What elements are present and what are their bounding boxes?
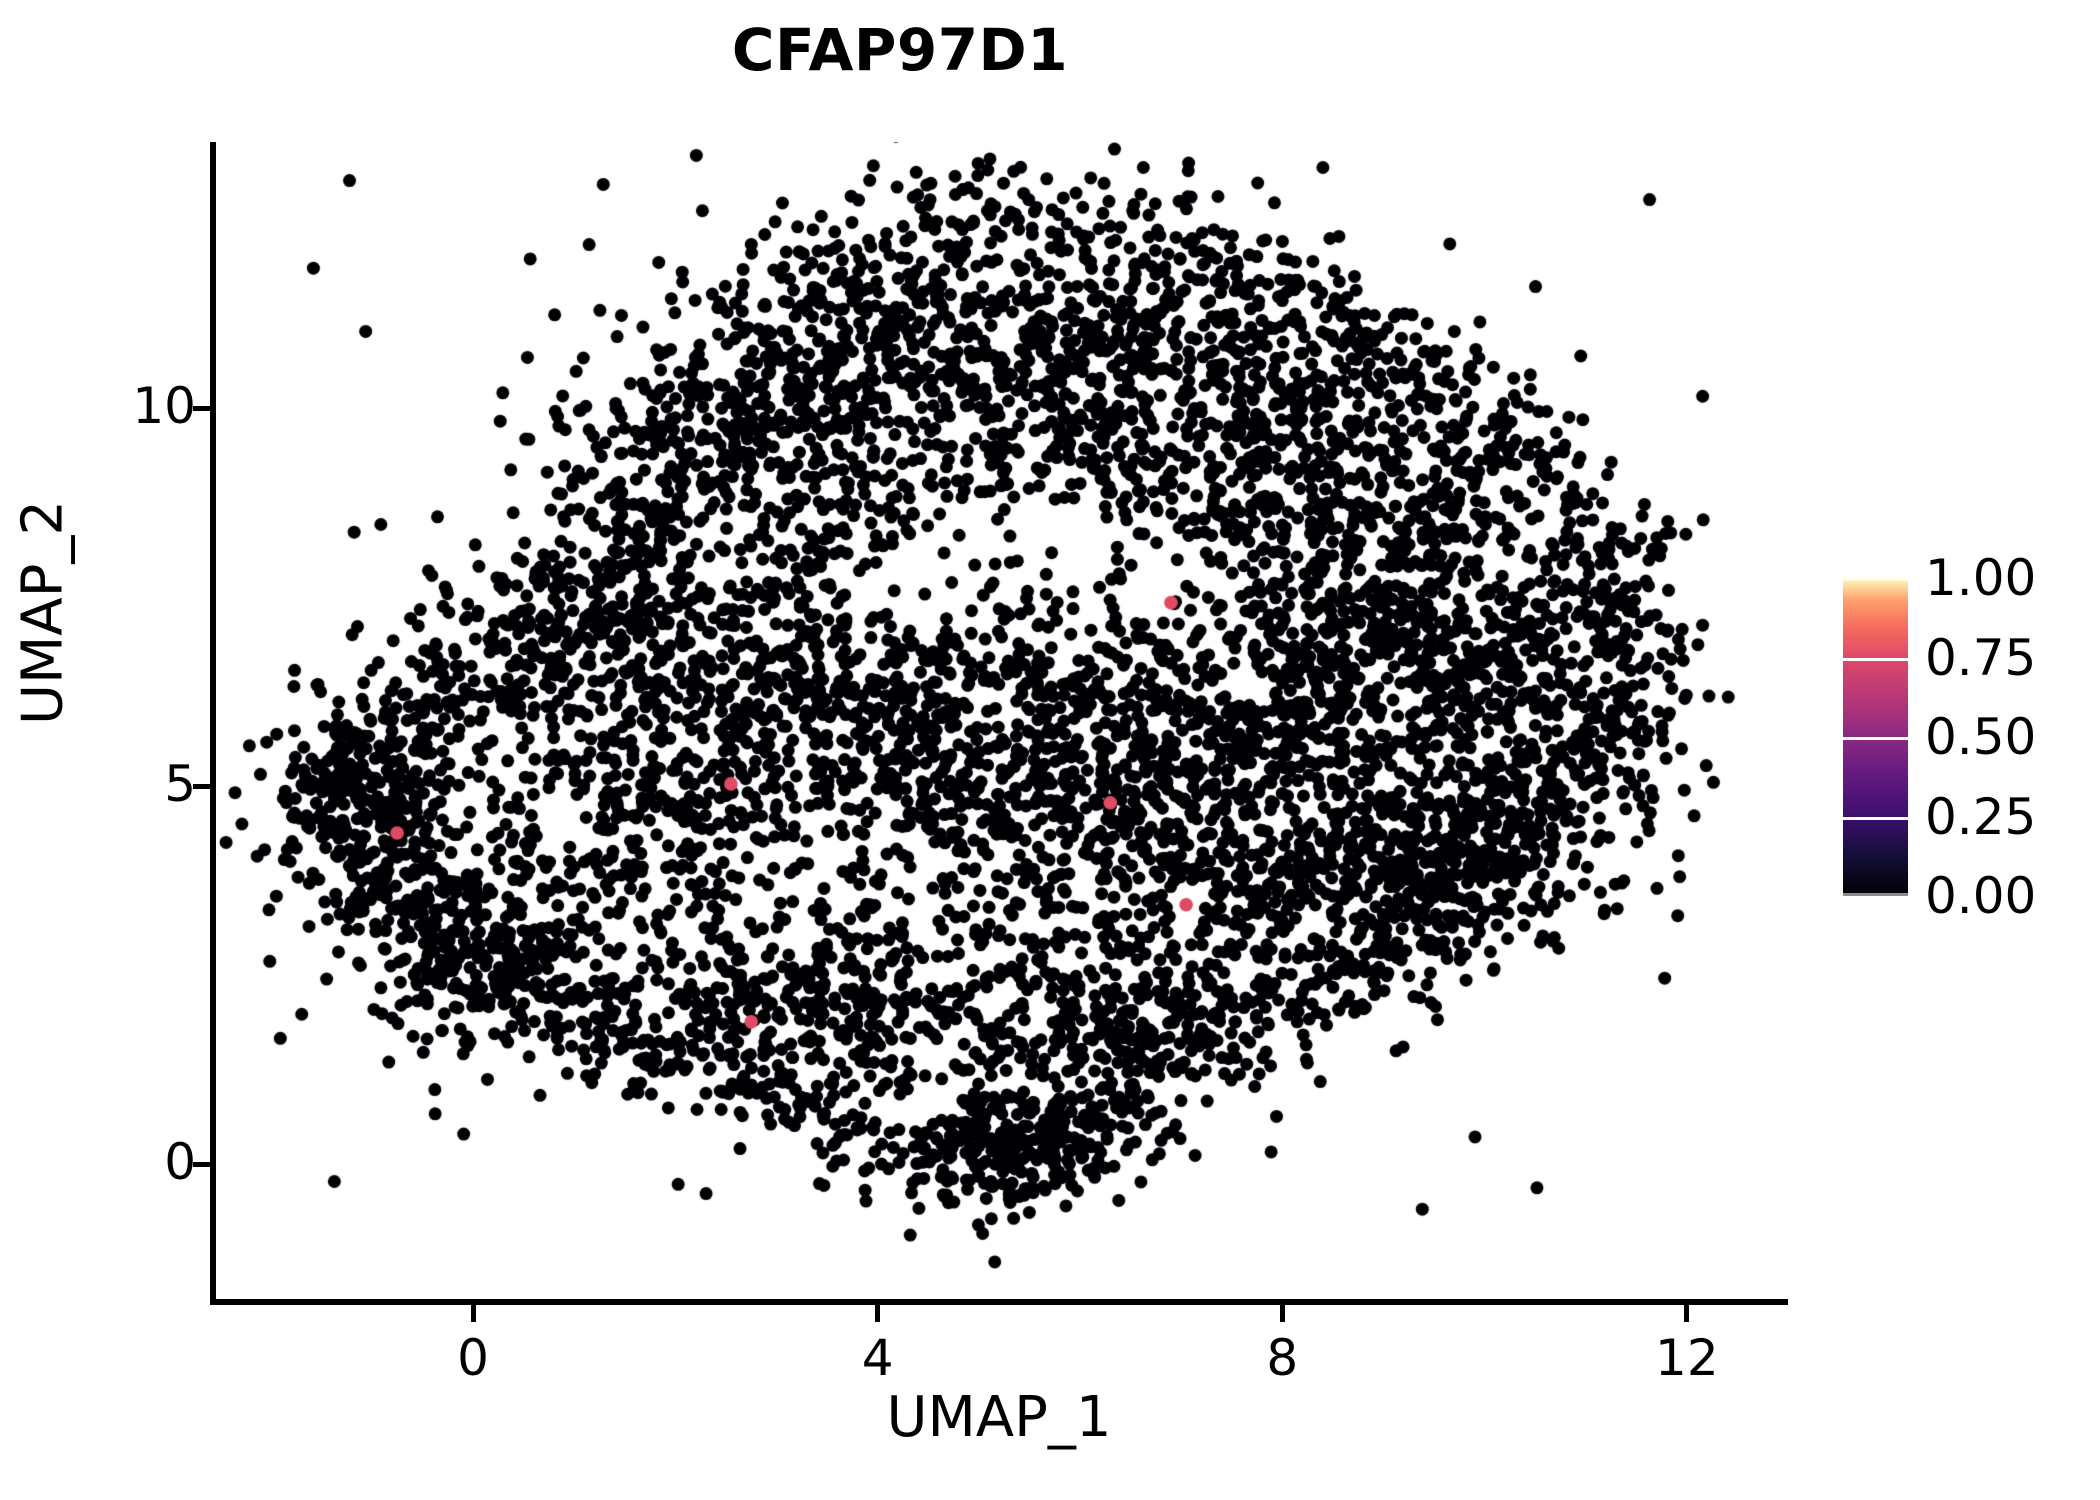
- y-tick-mark: [193, 406, 210, 412]
- colorbar-tick-mark: [1843, 893, 1908, 896]
- x-axis-label: UMAP_1: [886, 1385, 1112, 1450]
- x-tick-label: 12: [1655, 1329, 1719, 1387]
- colorbar-label-0.25: 0.25: [1925, 787, 2037, 846]
- x-tick-mark: [1279, 1305, 1285, 1322]
- colorbar-tick-mark: [1843, 737, 1908, 740]
- x-axis-spine: [210, 1299, 1788, 1305]
- page-title: CFAP97D1: [731, 16, 1069, 84]
- y-tick-label: 0: [164, 1132, 196, 1191]
- x-tick-label: 4: [861, 1329, 894, 1387]
- y-tick-label: 10: [132, 377, 196, 436]
- colorbar-label-1.00: 1.00: [1925, 549, 2037, 607]
- colorbar-label-0.50: 0.50: [1925, 708, 2037, 766]
- colorbar-tick-mark: [1843, 816, 1908, 820]
- y-tick-mark: [193, 1161, 210, 1167]
- x-tick-label: 0: [457, 1329, 489, 1387]
- plot-axes: 0 5 10 0 4 8 12: [132, 142, 1788, 1387]
- y-tick-label: 5: [164, 754, 196, 813]
- colorbar-label-0.75: 0.75: [1925, 628, 2037, 687]
- x-tick-mark: [1684, 1305, 1690, 1322]
- x-tick-mark: [470, 1305, 476, 1322]
- y-axis-label: UMAP_2: [10, 500, 76, 726]
- y-tick-mark: [193, 783, 210, 789]
- colorbar: 1.00 0.75 0.50 0.25 0.00: [1843, 549, 2093, 925]
- x-tick-label: 8: [1266, 1329, 1299, 1387]
- x-tick-mark: [875, 1305, 881, 1322]
- colorbar-label-0.00: 0.00: [1925, 867, 2037, 925]
- colorbar-tick-mark: [1843, 657, 1908, 661]
- y-axis-spine: [210, 142, 216, 1305]
- colorbar-tick-mark: [1843, 578, 1908, 581]
